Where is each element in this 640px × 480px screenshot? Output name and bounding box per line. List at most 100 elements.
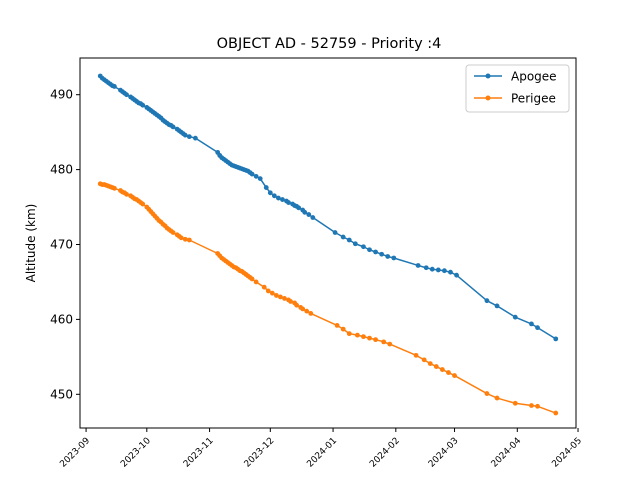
legend-marker-apogee [485,73,491,79]
legend-marker-perigee [485,95,491,101]
data-point-perigee [269,290,275,296]
data-point-apogee [182,132,188,138]
data-point-apogee [193,135,198,141]
data-point-perigee [535,403,540,409]
data-point-apogee [442,268,447,274]
data-point-apogee [391,255,397,261]
data-point-apogee [494,303,500,309]
y-axis: 450 460 470 480 490 [50,88,80,401]
data-point-perigee [529,403,534,408]
data-point-apogee [302,209,308,215]
data-point-apogee [435,267,441,273]
data-point-apogee [112,84,117,89]
data-point-apogee [367,247,372,253]
data-point-perigee [178,235,184,241]
data-point-apogee [484,298,490,304]
data-point-perigee [387,341,393,347]
data-point-perigee [294,302,300,308]
data-point-apogee [415,263,421,268]
data-point-perigee [346,331,352,337]
legend-label-apogee: Apogee [511,70,557,84]
y-tick-label: 490 [50,88,73,102]
data-point-perigee [433,364,439,369]
plot-frame [79,57,577,429]
data-point-perigee [413,352,419,358]
data-point-perigee [282,296,287,301]
data-point-apogee [448,269,453,275]
y-tick-label: 460 [50,312,73,326]
data-point-perigee [361,334,366,340]
data-point-apogee [253,173,259,179]
data-point-perigee [249,276,255,282]
data-point-apogee [346,237,352,243]
data-point-apogee [352,241,358,247]
data-point-apogee [535,325,540,331]
data-point-perigee [367,335,372,341]
data-point-apogee [124,92,129,98]
data-point-apogee [373,249,378,255]
data-point-apogee [379,251,385,257]
data-point-perigee [140,201,146,207]
data-point-apogee [553,336,559,342]
data-point-perigee [421,357,427,363]
data-point-apogee [361,244,366,250]
data-point-apogee [276,195,281,201]
data-point-perigee [439,367,445,372]
series-layer [97,73,559,416]
legend-label-perigee: Perigee [511,92,556,106]
data-point-apogee [429,266,435,272]
data-point-perigee [253,279,259,285]
data-point-apogee [454,272,459,278]
data-point-perigee [300,306,306,312]
data-point-perigee [553,410,559,416]
data-point-perigee [170,230,176,235]
data-point-apogee [263,185,269,190]
data-point-perigee [334,322,340,328]
data-point-apogee [306,212,312,217]
data-point-apogee [271,193,277,199]
data-point-perigee [273,293,279,298]
data-point-perigee [261,284,267,290]
y-axis-label: Altitude (km) [24,204,38,283]
data-point-apogee [257,176,263,181]
data-point-perigee [446,370,451,375]
data-point-perigee [265,288,271,294]
data-point-perigee [340,326,346,332]
data-point-perigee [112,185,117,191]
data-point-apogee [286,200,291,205]
data-point-perigee [427,361,433,366]
chart-title: OBJECT AD - 52759 - Priority :4 [217,36,442,52]
y-tick-label: 470 [50,237,73,251]
y-tick-label: 480 [50,163,73,177]
data-point-apogee [267,190,273,196]
data-point-perigee [304,308,310,314]
data-point-apogee [385,254,391,259]
data-point-apogee [170,124,176,130]
data-point-perigee [182,236,188,242]
data-point-apogee [296,205,302,211]
data-point-perigee [354,332,360,338]
data-point-apogee [249,171,255,177]
data-point-perigee [278,294,283,300]
data-point-apogee [340,234,346,240]
data-point-apogee [280,197,285,202]
data-point-apogee [310,215,316,220]
y-tick-label: 450 [50,387,73,401]
data-point-perigee [494,395,500,401]
legend: Apogee Perigee [465,64,570,113]
data-point-perigee [512,400,518,406]
data-point-perigee [452,373,457,378]
data-point-apogee [423,265,429,271]
data-point-apogee [529,321,534,327]
data-point-apogee [186,134,192,140]
data-point-perigee [288,299,293,304]
data-point-perigee [373,337,378,343]
data-point-perigee [308,311,314,316]
data-point-perigee [381,339,387,345]
data-point-perigee [124,191,129,197]
data-point-perigee [186,237,192,243]
data-point-apogee [140,102,146,108]
data-point-apogee [512,314,518,320]
data-point-apogee [332,230,338,235]
